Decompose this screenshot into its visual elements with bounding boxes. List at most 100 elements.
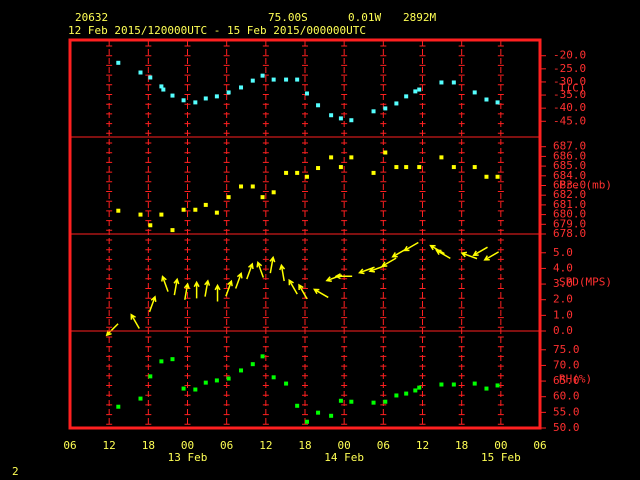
- x-tick-label: 00: [181, 439, 194, 452]
- y-tick-label: -45.0: [553, 114, 586, 127]
- data-point: [181, 98, 186, 103]
- data-point: [295, 77, 300, 82]
- wind-arrow: [130, 313, 140, 329]
- wind-arrow: [298, 283, 308, 300]
- grid-cross: [145, 45, 152, 425]
- data-point: [138, 396, 143, 401]
- frame: [68, 38, 542, 430]
- data-point: [304, 174, 309, 179]
- data-point: [148, 75, 153, 80]
- y-tick-label: 687.0: [553, 140, 586, 153]
- data-point: [417, 385, 422, 390]
- data-point: [271, 375, 276, 380]
- panel-label: SPD(MPS): [559, 276, 612, 289]
- data-point: [383, 399, 388, 404]
- y-tick-label: 686.0: [553, 149, 586, 162]
- x-tick-label: 06: [63, 439, 76, 452]
- grid-cross: [302, 45, 308, 425]
- data-point: [484, 97, 489, 102]
- data-point: [394, 165, 399, 170]
- data-point: [116, 404, 121, 409]
- data-point: [349, 118, 354, 123]
- data-point: [329, 155, 334, 160]
- x-tick-label: 06: [533, 439, 546, 452]
- grid-cross: [341, 45, 348, 425]
- page-number: 2: [12, 465, 19, 478]
- data-point: [239, 85, 244, 90]
- data-point: [439, 155, 444, 160]
- data-point: [338, 116, 343, 121]
- x-tick-label: 18: [298, 439, 311, 452]
- wind-arrow: [472, 246, 488, 256]
- y-tick-label: 50.0: [553, 421, 580, 434]
- panel-label: RH(%): [559, 373, 592, 386]
- data-point: [417, 87, 422, 92]
- data-point: [284, 170, 289, 175]
- data-point: [404, 94, 409, 99]
- data-point: [284, 77, 289, 82]
- wind-arrow: [234, 271, 243, 289]
- period: 12 Feb 2015/120000UTC - 15 Feb 2015/0000…: [68, 24, 366, 37]
- wind-arrow: [313, 288, 329, 299]
- wind-arrow: [148, 295, 157, 313]
- data-point: [271, 77, 276, 82]
- data-point: [226, 195, 231, 200]
- data-point: [226, 90, 231, 95]
- data-point: [214, 210, 219, 215]
- wind-arrow: [105, 323, 119, 337]
- data-point: [159, 212, 164, 217]
- data-point: [181, 207, 186, 212]
- day-label: 14 Feb: [324, 451, 364, 464]
- y-tick-label: 681.0: [553, 198, 586, 211]
- y-tick-label: 70.0: [553, 358, 580, 371]
- data-point: [439, 80, 444, 85]
- data-point: [472, 381, 477, 386]
- y-tick-label: 75.0: [553, 343, 580, 356]
- data-point: [329, 413, 334, 418]
- data-point: [371, 170, 376, 175]
- y-tick-label: 683.0: [553, 179, 586, 192]
- data-point: [239, 184, 244, 189]
- data-point: [138, 212, 143, 217]
- y-tick-label: -30.0: [553, 75, 586, 88]
- grid-cross: [458, 45, 465, 425]
- wind-arrow: [183, 282, 190, 300]
- wind-arrow: [460, 251, 478, 260]
- y-tick-label: 60.0: [553, 390, 580, 403]
- data-point: [439, 382, 444, 387]
- y-tick-label: 685.0: [553, 159, 586, 172]
- wind-arrow: [225, 279, 233, 297]
- y-tick-label: 679.0: [553, 217, 586, 230]
- data-point: [271, 190, 276, 195]
- x-tick-label: 18: [142, 439, 155, 452]
- data-point: [159, 84, 164, 89]
- data-point: [239, 368, 244, 373]
- data-point: [472, 165, 477, 170]
- data-point: [193, 387, 198, 392]
- y-tick-label: 680.0: [553, 208, 586, 221]
- y-tick-label: 3.0: [553, 277, 573, 290]
- data-point: [349, 399, 354, 404]
- data-point: [203, 202, 208, 207]
- y-tick-label: 682.0: [553, 188, 586, 201]
- data-point: [451, 382, 456, 387]
- grid-cross: [380, 45, 387, 425]
- data-point: [316, 166, 321, 171]
- data-point: [371, 109, 376, 114]
- data-point: [413, 89, 418, 94]
- wind-arrow: [246, 262, 254, 280]
- data-point: [116, 60, 121, 65]
- data-point: [404, 391, 409, 396]
- wind-arrow: [435, 249, 451, 259]
- data-point: [329, 113, 334, 118]
- data-point: [250, 78, 255, 83]
- x-tick-label: 00: [338, 439, 351, 452]
- data-point: [148, 374, 153, 379]
- day-label: 15 Feb: [481, 451, 521, 464]
- data-point: [295, 170, 300, 175]
- data-point: [383, 106, 388, 111]
- data-point: [451, 165, 456, 170]
- y-tick-label: -20.0: [553, 49, 586, 62]
- data-point: [495, 100, 500, 105]
- y-tick-label: 684.0: [553, 169, 586, 182]
